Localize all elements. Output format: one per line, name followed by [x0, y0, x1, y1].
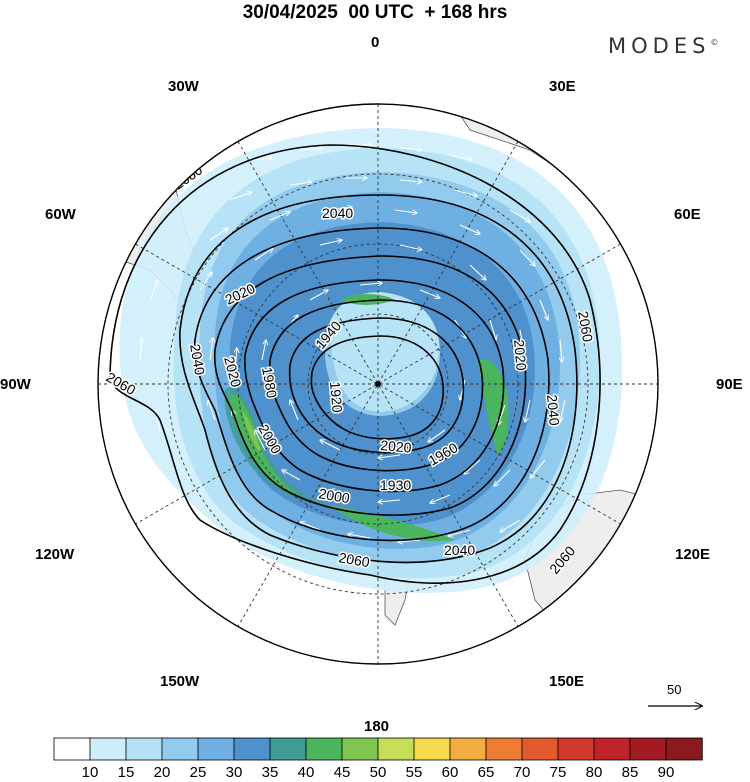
colorbar-tick-label: 40: [297, 764, 315, 781]
contour-label: 2040: [544, 394, 563, 427]
contour-label: 2040: [322, 205, 353, 221]
colorbar-swatch: [593, 737, 631, 761]
geopotential-contours: [109, 144, 601, 584]
contour-1980: [244, 279, 505, 493]
colorbar-tick-label: 25: [189, 764, 207, 781]
lon-label-120w: 120W: [35, 546, 75, 563]
lon-label-0: 0: [371, 34, 380, 51]
lon-label-60e: 60E: [674, 206, 701, 223]
colorbar-swatch: [233, 737, 271, 761]
contour-label: 2000: [317, 485, 351, 506]
shade-40c: [478, 359, 509, 455]
colorbar-swatch: [629, 737, 667, 761]
colorbar-tick-label: 60: [441, 764, 459, 781]
colorbar-tick-label: 80: [585, 764, 603, 781]
shade-35: [224, 387, 330, 505]
lon-label-90w: 90W: [0, 376, 31, 393]
contour-label: 2040: [444, 542, 475, 558]
colorbar-tick-label: 50: [369, 764, 387, 781]
contour-1960: [268, 299, 484, 472]
south-pole-marker: [375, 381, 381, 387]
colorbar-tick-label: 20: [153, 764, 171, 781]
colorbar-swatch: [53, 737, 91, 761]
colorbar-swatch: [377, 737, 415, 761]
colorbar-swatch: [305, 737, 343, 761]
contour-2000: [213, 255, 527, 516]
lon-label-90e: 90E: [716, 376, 743, 393]
lon-label-60w: 60W: [45, 206, 76, 223]
colorbar-tick-label: 30: [225, 764, 243, 781]
lon-label-180: 180: [364, 718, 390, 735]
colorbar-tick-label: 85: [621, 764, 639, 781]
map-border: [97, 103, 659, 665]
lon-label-30e: 30E: [549, 78, 576, 95]
map-title: 30/04/2025 00 UTC + 168 hrs: [242, 2, 508, 23]
contour-2060-outer: [109, 144, 601, 584]
colorbar-swatch: [665, 737, 703, 761]
colorbar-swatch: [89, 737, 127, 761]
brand-name: MODES: [608, 34, 711, 58]
colorbar-tick-label: 35: [261, 764, 279, 781]
map-disk: 2060 2040 2020 2040 2060 2020 1980 1940 …: [98, 104, 658, 664]
colorbar-swatch: [557, 737, 595, 761]
colorbar-tick-label: 90: [657, 764, 675, 781]
colorbar-tick-label: 10: [81, 764, 99, 781]
colorbar-tick-label: 70: [513, 764, 531, 781]
graticule: [98, 104, 658, 664]
colorbar-swatch: [485, 737, 523, 761]
colorbar-tick-label: 75: [549, 764, 567, 781]
lon-label-30w: 30W: [168, 78, 199, 95]
brand-logo: MODES©: [608, 34, 718, 58]
contour-label: 2060: [575, 310, 596, 344]
lon-label-120e: 120E: [675, 546, 711, 563]
shade-30: [229, 222, 535, 526]
colorbar-swatch: [341, 737, 379, 761]
colorbar-swatch: [125, 737, 163, 761]
colorbar-tick-label: 55: [405, 764, 423, 781]
copyright-mark: ©: [710, 38, 719, 47]
contour-2040: [179, 194, 578, 564]
colorbar: [53, 737, 703, 761]
colorbar-swatch: [269, 737, 307, 761]
vector-scale-label: 50: [667, 682, 682, 697]
shade-45: [242, 410, 262, 455]
colorbar-tick-label: 15: [117, 764, 135, 781]
contour-2020: [194, 227, 550, 542]
contour-label: 1920: [327, 381, 346, 414]
contour-label: 2020: [380, 437, 413, 456]
colorbar-swatch: [161, 737, 199, 761]
colorbar-tick-label: 45: [333, 764, 351, 781]
wind-vectors: [140, 145, 566, 542]
colorbar-swatch: [521, 737, 559, 761]
colorbar-swatch: [413, 737, 451, 761]
contour-1920: [310, 335, 444, 440]
colorbar-tick-label: 65: [477, 764, 495, 781]
lon-label-150e: 150E: [549, 673, 585, 690]
contour-1940: [288, 317, 465, 454]
colorbar-swatch: [449, 737, 487, 761]
lon-label-150w: 150W: [160, 673, 200, 690]
contour-label: 1930: [380, 477, 411, 493]
contour-label: 2020: [511, 339, 530, 372]
colorbar-swatch: [197, 737, 235, 761]
